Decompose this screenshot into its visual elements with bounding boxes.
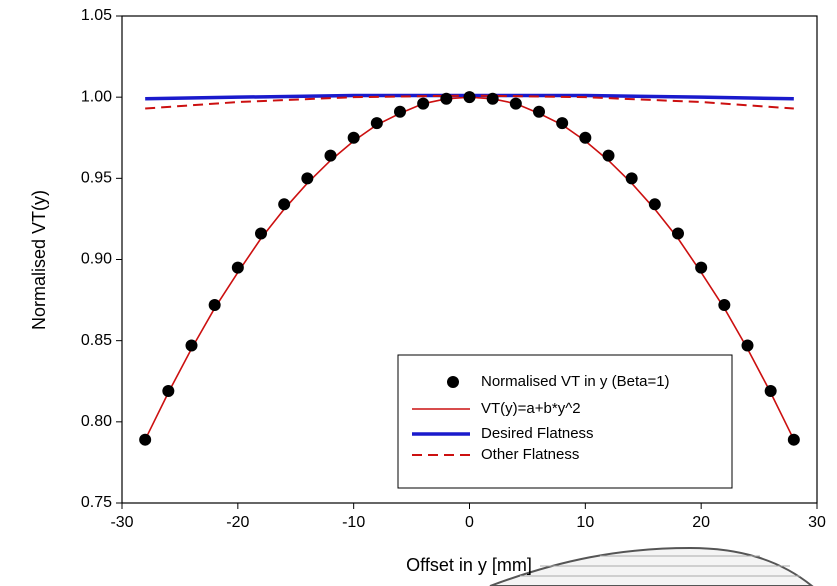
data-point	[695, 261, 708, 274]
data-point	[301, 172, 314, 185]
legend-label: VT(y)=a+b*y^2	[481, 400, 581, 417]
data-point	[764, 384, 777, 397]
x-tick-label: 0	[465, 514, 474, 531]
x-axis-label: Offset in y [mm]	[406, 555, 532, 575]
y-tick-label: 0.90	[81, 251, 112, 268]
data-point	[672, 227, 684, 240]
data-point	[625, 172, 638, 185]
data-point	[208, 298, 221, 311]
legend-label: Desired Flatness	[481, 425, 594, 442]
y-tick-label: 1.00	[81, 88, 112, 105]
data-point	[278, 198, 291, 211]
data-point	[533, 105, 545, 118]
data-point	[185, 339, 198, 352]
y-tick-label: 1.05	[81, 7, 112, 24]
legend-label: Other Flatness	[481, 446, 579, 463]
x-tick-label: 10	[576, 514, 594, 531]
data-point	[347, 131, 360, 144]
data-point	[579, 131, 592, 144]
x-tick-label: 30	[808, 514, 826, 531]
y-tick-label: 0.75	[81, 494, 112, 511]
data-point	[509, 97, 522, 110]
data-point	[162, 384, 175, 397]
y-axis-label: Normalised VT(y)	[29, 190, 49, 330]
data-point	[486, 92, 499, 105]
data-point	[463, 91, 476, 104]
data-point	[255, 227, 267, 240]
data-point	[417, 97, 430, 110]
data-point	[741, 339, 754, 352]
legend-marker	[447, 376, 459, 388]
data-point	[324, 149, 337, 162]
x-tick-label: -20	[226, 514, 249, 531]
data-point	[787, 433, 800, 446]
data-point	[231, 261, 244, 274]
data-point	[139, 433, 152, 446]
data-point	[602, 149, 615, 162]
legend-label: Normalised VT in y (Beta=1)	[481, 373, 670, 390]
y-tick-label: 0.85	[81, 332, 112, 349]
y-tick-label: 0.80	[81, 413, 112, 430]
data-point	[648, 198, 661, 211]
x-tick-label: -10	[342, 514, 365, 531]
x-tick-label: 20	[692, 514, 710, 531]
y-tick-label: 0.95	[81, 170, 112, 187]
data-point	[394, 105, 406, 118]
data-point	[556, 117, 569, 130]
decoration	[489, 546, 814, 586]
data-point	[370, 117, 383, 130]
data-point	[718, 298, 731, 311]
data-point	[440, 92, 453, 105]
x-tick-label: -30	[110, 514, 133, 531]
